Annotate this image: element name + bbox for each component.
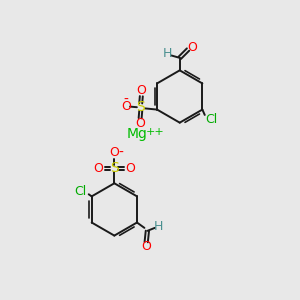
Text: O: O (136, 84, 146, 98)
Text: O: O (93, 162, 103, 175)
Text: ++: ++ (146, 127, 165, 136)
Text: O: O (121, 100, 131, 113)
Text: -: - (118, 146, 123, 159)
Text: Cl: Cl (74, 185, 86, 198)
Text: O: O (110, 146, 119, 159)
Text: S: S (110, 161, 119, 176)
Text: O: O (187, 41, 197, 54)
Text: H: H (163, 47, 172, 61)
Text: S: S (136, 100, 145, 114)
Text: -: - (123, 93, 128, 107)
Text: H: H (154, 220, 164, 233)
Text: O: O (135, 117, 145, 130)
Text: Cl: Cl (205, 113, 218, 126)
Text: O: O (141, 239, 151, 253)
Text: O: O (126, 162, 136, 175)
Text: Mg: Mg (126, 127, 147, 141)
